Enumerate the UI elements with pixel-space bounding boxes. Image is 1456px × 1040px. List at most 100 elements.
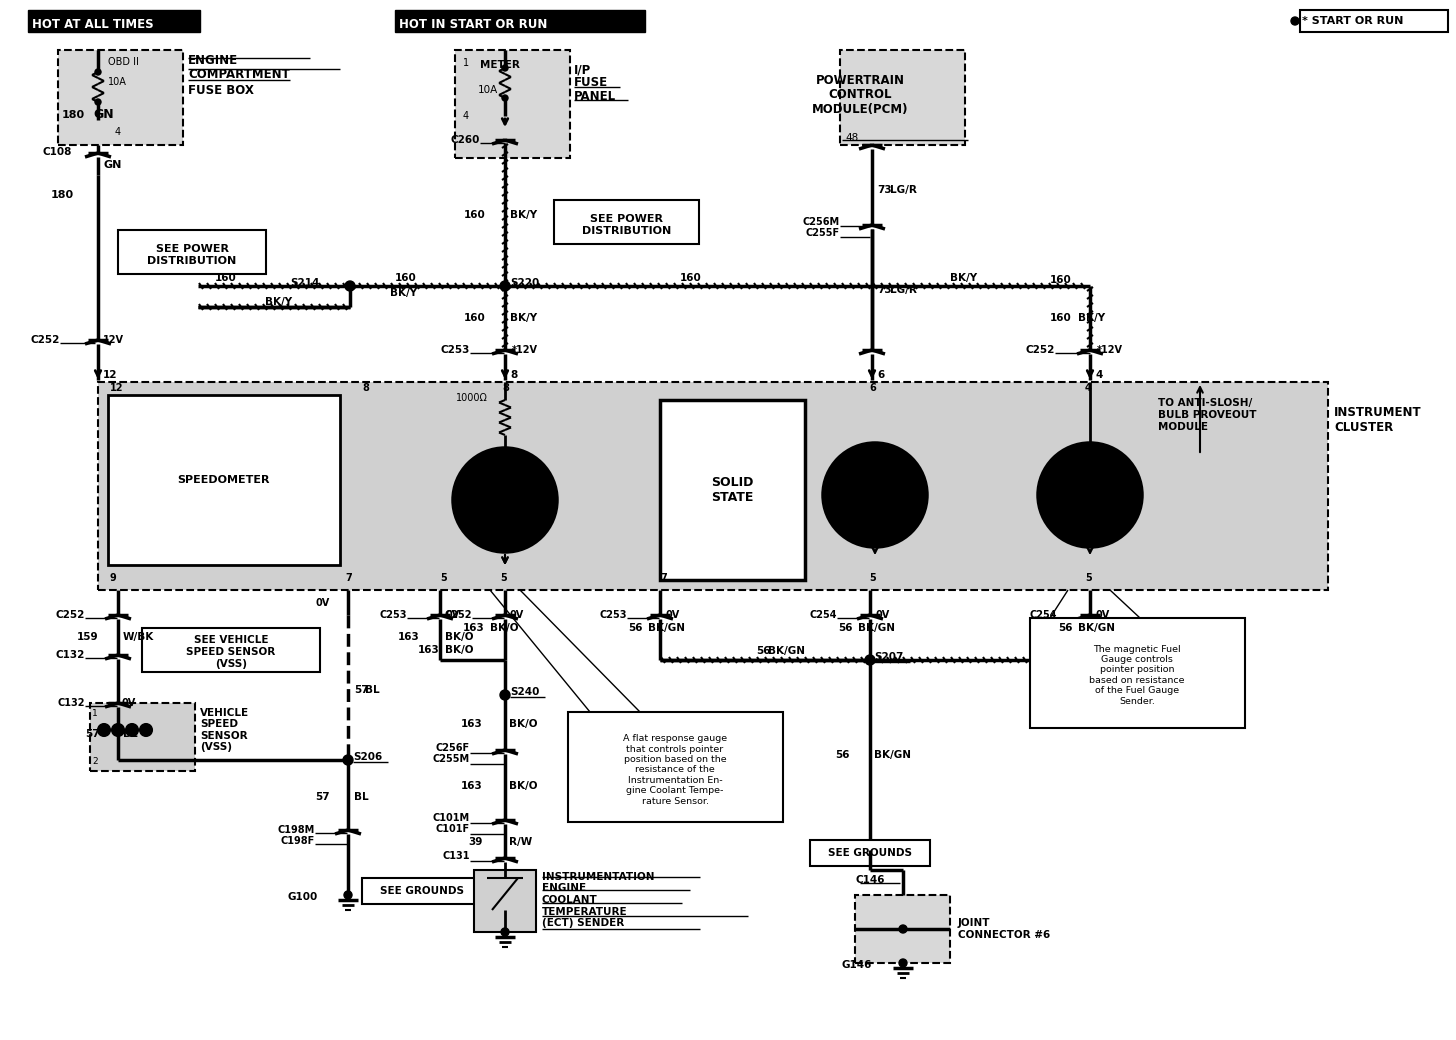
Text: C132: C132 [55,650,84,660]
Text: PANEL: PANEL [574,89,616,103]
Circle shape [127,724,138,736]
Text: C146: C146 [855,875,885,885]
Text: BK/GN: BK/GN [858,623,895,633]
Text: C256F: C256F [435,743,470,753]
Bar [395,10,645,32]
Text: 9: 9 [111,573,116,583]
Text: 5: 5 [1085,573,1092,583]
Text: 73: 73 [877,185,891,196]
Text: 1000Ω: 1000Ω [456,393,488,402]
Text: C255F: C255F [805,228,840,238]
Circle shape [98,724,111,736]
Text: C132: C132 [57,698,84,708]
Circle shape [486,532,499,544]
Bar [90,703,195,771]
Circle shape [344,755,352,765]
Text: 6: 6 [877,370,884,380]
Text: HOT IN START OR RUN: HOT IN START OR RUN [399,19,547,31]
Text: 0V: 0V [1096,610,1111,620]
Text: 1: 1 [92,709,98,719]
Text: POWERTRAIN
CONTROL
MODULE(PCM): POWERTRAIN CONTROL MODULE(PCM) [812,74,909,116]
Text: C198M: C198M [278,825,314,835]
Text: 160: 160 [215,272,237,283]
Text: S220: S220 [510,278,539,288]
Text: 4: 4 [115,127,121,137]
Text: 12V: 12V [103,335,124,345]
Text: C101F: C101F [435,824,470,834]
Text: G100: G100 [288,892,317,902]
Circle shape [515,532,527,544]
Text: C101M: C101M [432,813,470,823]
Bar [58,50,183,145]
Bar [1029,618,1245,728]
Bar [90,703,195,771]
Text: BK/GN: BK/GN [648,623,684,633]
Circle shape [1086,516,1098,528]
Text: BK/Y: BK/Y [949,272,977,283]
Bar [840,50,965,145]
Text: BK/Y: BK/Y [265,297,293,307]
Text: 56: 56 [629,623,644,633]
Text: 10A: 10A [478,85,498,95]
Text: SPEEDOMETER: SPEEDOMETER [178,475,271,485]
Text: JOINT
CONNECTOR #6: JOINT CONNECTOR #6 [958,918,1050,940]
Text: BK/GN: BK/GN [767,646,805,656]
Text: SOLID
STATE: SOLID STATE [711,476,753,504]
Circle shape [823,443,927,547]
Text: 48: 48 [844,133,858,142]
Text: C253: C253 [600,610,628,620]
Text: C253: C253 [380,610,408,620]
Text: 7: 7 [660,573,667,583]
Text: INSTRUMENTATION
ENGINE
COOLANT
TEMPERATURE
(ECT) SENDER: INSTRUMENTATION ENGINE COOLANT TEMPERATU… [542,872,655,928]
Circle shape [499,281,510,291]
Text: S206: S206 [352,752,383,762]
Text: C252: C252 [31,335,60,345]
Text: 0V: 0V [665,610,680,620]
Text: 4: 4 [1085,383,1092,393]
Text: BK/Y: BK/Y [390,288,416,298]
Text: 57: 57 [316,792,331,802]
Circle shape [1291,17,1299,25]
Text: A flat response gauge
that controls pointer
position based on the
resistance of : A flat response gauge that controls poin… [623,734,727,806]
Text: *12V: *12V [1096,345,1123,355]
Text: 163: 163 [399,632,419,642]
Text: R/W: R/W [510,837,533,847]
Text: 4: 4 [463,111,469,121]
Text: BL: BL [354,792,368,802]
Bar [28,10,199,32]
Text: 56: 56 [1059,623,1073,633]
Text: SEE GROUNDS: SEE GROUNDS [380,886,464,896]
Circle shape [95,69,100,75]
Text: BL: BL [365,685,380,695]
Text: C256M: C256M [802,217,840,227]
Text: GN: GN [103,160,121,170]
Text: C252: C252 [55,610,84,620]
Bar [108,395,341,565]
Circle shape [344,891,352,899]
Text: 57: 57 [354,685,368,695]
Text: 7: 7 [345,573,352,583]
Text: BK/Y: BK/Y [510,313,537,323]
Text: I/P: I/P [574,63,591,77]
Text: C131: C131 [443,851,470,861]
Text: BK/O: BK/O [446,645,473,655]
Text: SEE VEHICLE
SPEED SENSOR
(VSS): SEE VEHICLE SPEED SENSOR (VSS) [186,635,275,669]
Text: 160: 160 [1050,275,1072,285]
Text: 12: 12 [103,370,118,380]
Bar [840,50,965,145]
Text: C253: C253 [441,345,470,355]
Circle shape [453,448,558,552]
Circle shape [1072,516,1085,528]
Text: 160: 160 [680,272,702,283]
Circle shape [885,506,897,518]
Bar [1300,10,1449,32]
Text: FUEL
GAUGE: FUEL GAUGE [1070,472,1109,494]
Text: W/BK: W/BK [122,632,154,642]
Text: INSTRUMENT
CLUSTER: INSTRUMENT CLUSTER [1334,406,1421,434]
Bar [454,50,569,158]
Circle shape [1099,516,1112,528]
Bar [855,895,949,963]
Text: BK/O: BK/O [510,781,537,791]
Text: BL: BL [122,729,138,739]
Text: BK/O: BK/O [491,623,518,633]
